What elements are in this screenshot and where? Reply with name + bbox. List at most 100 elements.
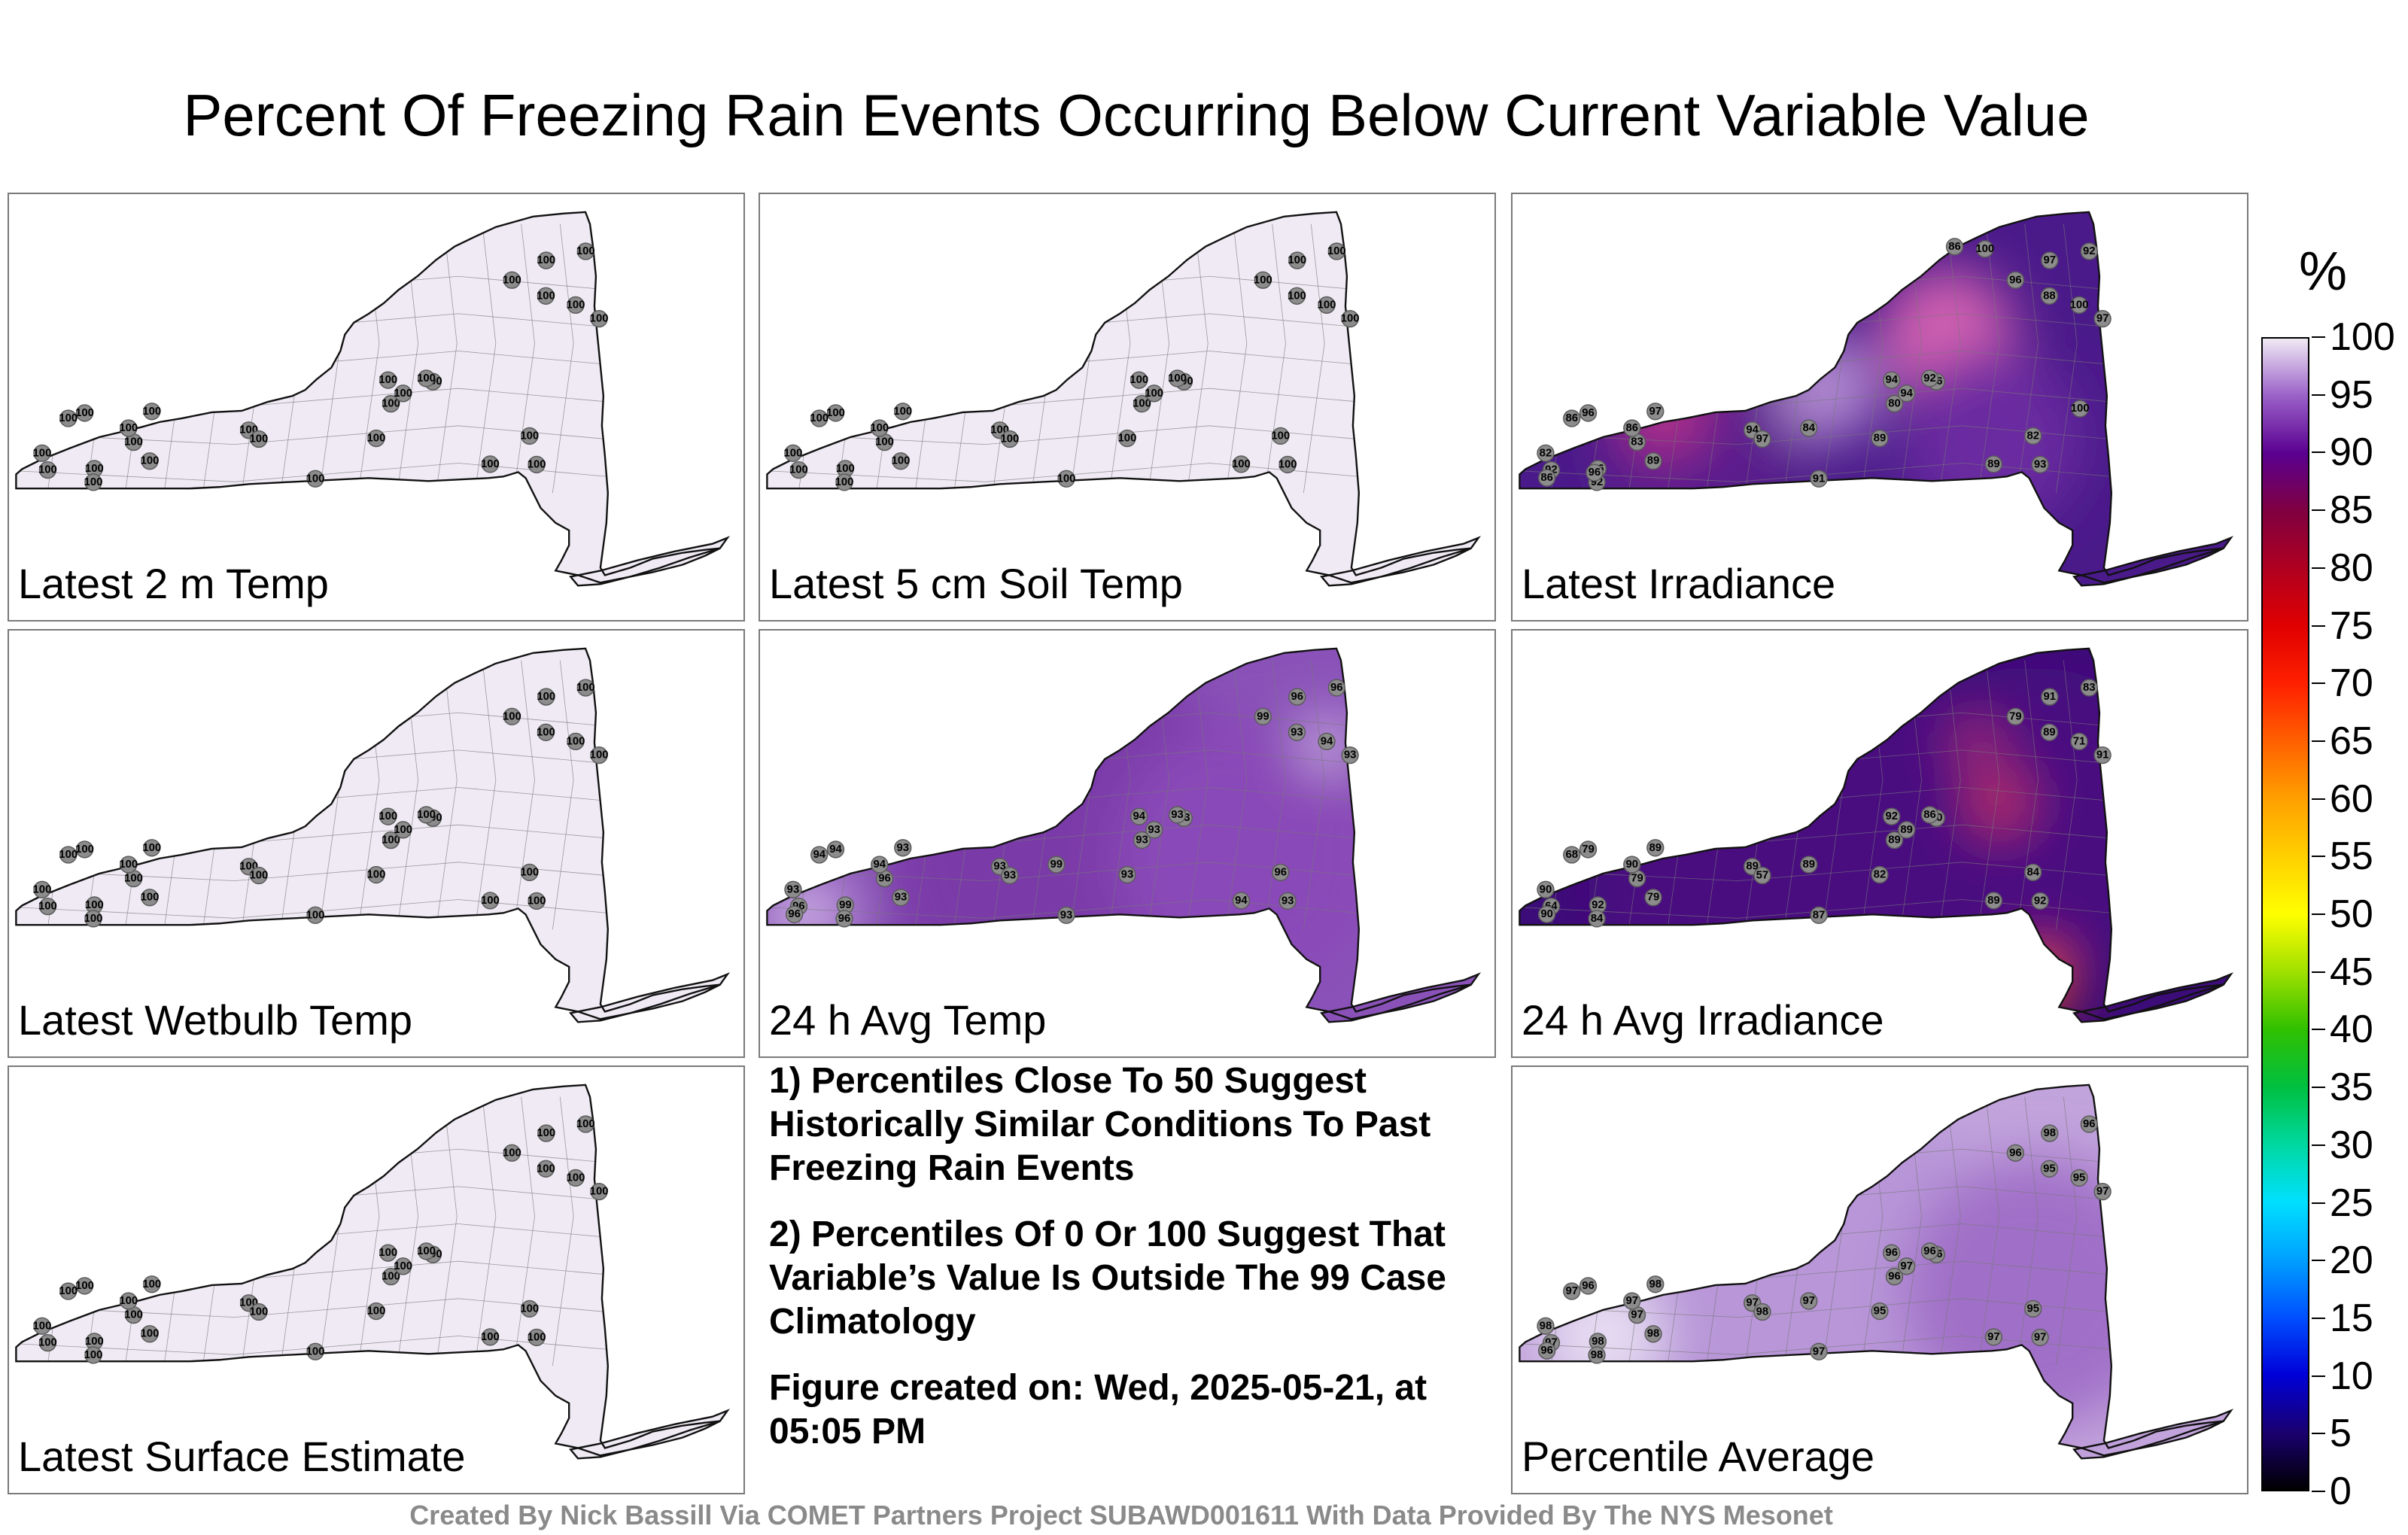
station-value: 97 [1756,433,1769,445]
station-dot [1047,856,1066,874]
station-dot [481,892,500,910]
station-marker: 100 [124,1306,143,1324]
station-value: 97 [2096,313,2109,325]
station-marker: 97 [1623,1292,1641,1310]
panel-label: Percentile Average [1522,1433,1875,1480]
shading-blob [1774,336,1880,441]
station-dot [590,1182,608,1201]
colorbar [2261,337,2309,1491]
station-marker: 100 [590,746,609,764]
county-line [436,660,458,930]
station-marker: 83 [2080,679,2098,697]
station-value: 100 [417,1245,436,1257]
ny-outline [766,647,1472,1020]
station-marker: 93 [892,889,910,907]
station-value: 100 [836,463,855,475]
colorbar-tick-label: 0 [2330,1470,2352,1513]
station-marker: 94 [871,856,889,874]
station-dot [1001,866,1019,885]
station-value: 100 [520,430,539,442]
station-dot [2041,251,2059,269]
station-value: 97 [1802,1295,1815,1307]
station-dot [1563,409,1581,427]
station-value: 100 [1145,388,1163,400]
station-marker: 91 [2093,746,2112,764]
station-value: 96 [1888,1271,1901,1283]
station-dot [1168,369,1187,388]
colorbar-tick-label: 50 [2330,892,2373,936]
station-value: 100 [306,1345,325,1357]
station-dot [2024,427,2042,445]
station-marker: 100 [537,688,555,706]
station-value: 90 [1626,859,1639,871]
station-value: 100 [84,913,103,925]
station-value: 100 [870,422,889,434]
station-value: 100 [141,892,160,904]
station-value: 82 [1540,447,1552,459]
colorbar-tick-label: 60 [2330,777,2373,821]
station-marker: 100 [84,910,103,928]
station-marker: 100 [528,1328,546,1347]
station-dot [1885,831,1904,850]
station-dot [1318,296,1336,315]
station-value: 86 [1540,472,1553,484]
colorbar-tick [2312,1433,2325,1435]
station-value: 93 [1136,834,1148,847]
station-dot [141,452,159,470]
station-marker: 100 [379,807,397,825]
ny-outline [1519,211,2224,584]
station-dot [2024,863,2042,882]
station-marker: 100 [33,1317,52,1335]
station-marker: 89 [1984,892,2003,910]
station-dot [417,369,436,388]
station-dot [1623,1292,1641,1310]
station-marker: 100 [1057,470,1075,488]
station-value: 93 [1004,870,1017,882]
station-marker: 100 [528,892,546,910]
station-value: 79 [2009,710,2022,722]
station-dot [1920,806,1939,824]
figure-title: Percent Of Freezing Rain Events Occurrin… [183,82,2090,148]
station-value: 89 [2043,726,2056,738]
station-marker: 96 [1288,688,1306,706]
station-dot [1810,1342,1828,1360]
station-marker: 100 [124,433,143,451]
station-dot [2093,1182,2112,1201]
station-marker: 100 [75,840,94,859]
county-line [1303,223,1325,494]
station-dot [59,409,78,427]
station-dot [2070,1169,2088,1187]
station-dot [1278,455,1297,474]
station-dot [1885,1267,1904,1286]
station-dot [1871,865,1889,884]
station-dot [306,906,324,924]
station-marker: 95 [2070,1169,2088,1187]
ny-outline [15,211,721,584]
station-dot [1232,455,1251,473]
colorbar-tick [2312,682,2325,685]
station-dot [2040,1160,2059,1178]
station-marker: 100 [1145,385,1163,403]
county-line [552,223,574,494]
station-dot [1278,892,1297,910]
station-dot [1057,906,1075,924]
station-value: 100 [1232,458,1251,470]
station-value: 84 [2026,866,2039,878]
station-value: 96 [1589,467,1601,479]
station-marker: 100 [789,460,808,479]
station-dot [1871,1302,1889,1321]
station-marker: 100 [306,1342,325,1360]
station-value: 93 [1148,824,1160,836]
station-value: 96 [1582,1280,1595,1292]
station-value: 93 [1121,869,1134,881]
station-value: 100 [33,1320,52,1332]
county-line [1225,660,1248,930]
station-value: 100 [481,458,500,470]
station-dot [1537,880,1555,898]
station-marker: 89 [2040,723,2059,741]
station-value: 100 [503,1147,521,1159]
station-marker: 100 [250,1302,268,1321]
station-value: 92 [2034,895,2047,907]
station-marker: 100 [576,1115,595,1133]
colorbar-tick [2312,740,2325,742]
